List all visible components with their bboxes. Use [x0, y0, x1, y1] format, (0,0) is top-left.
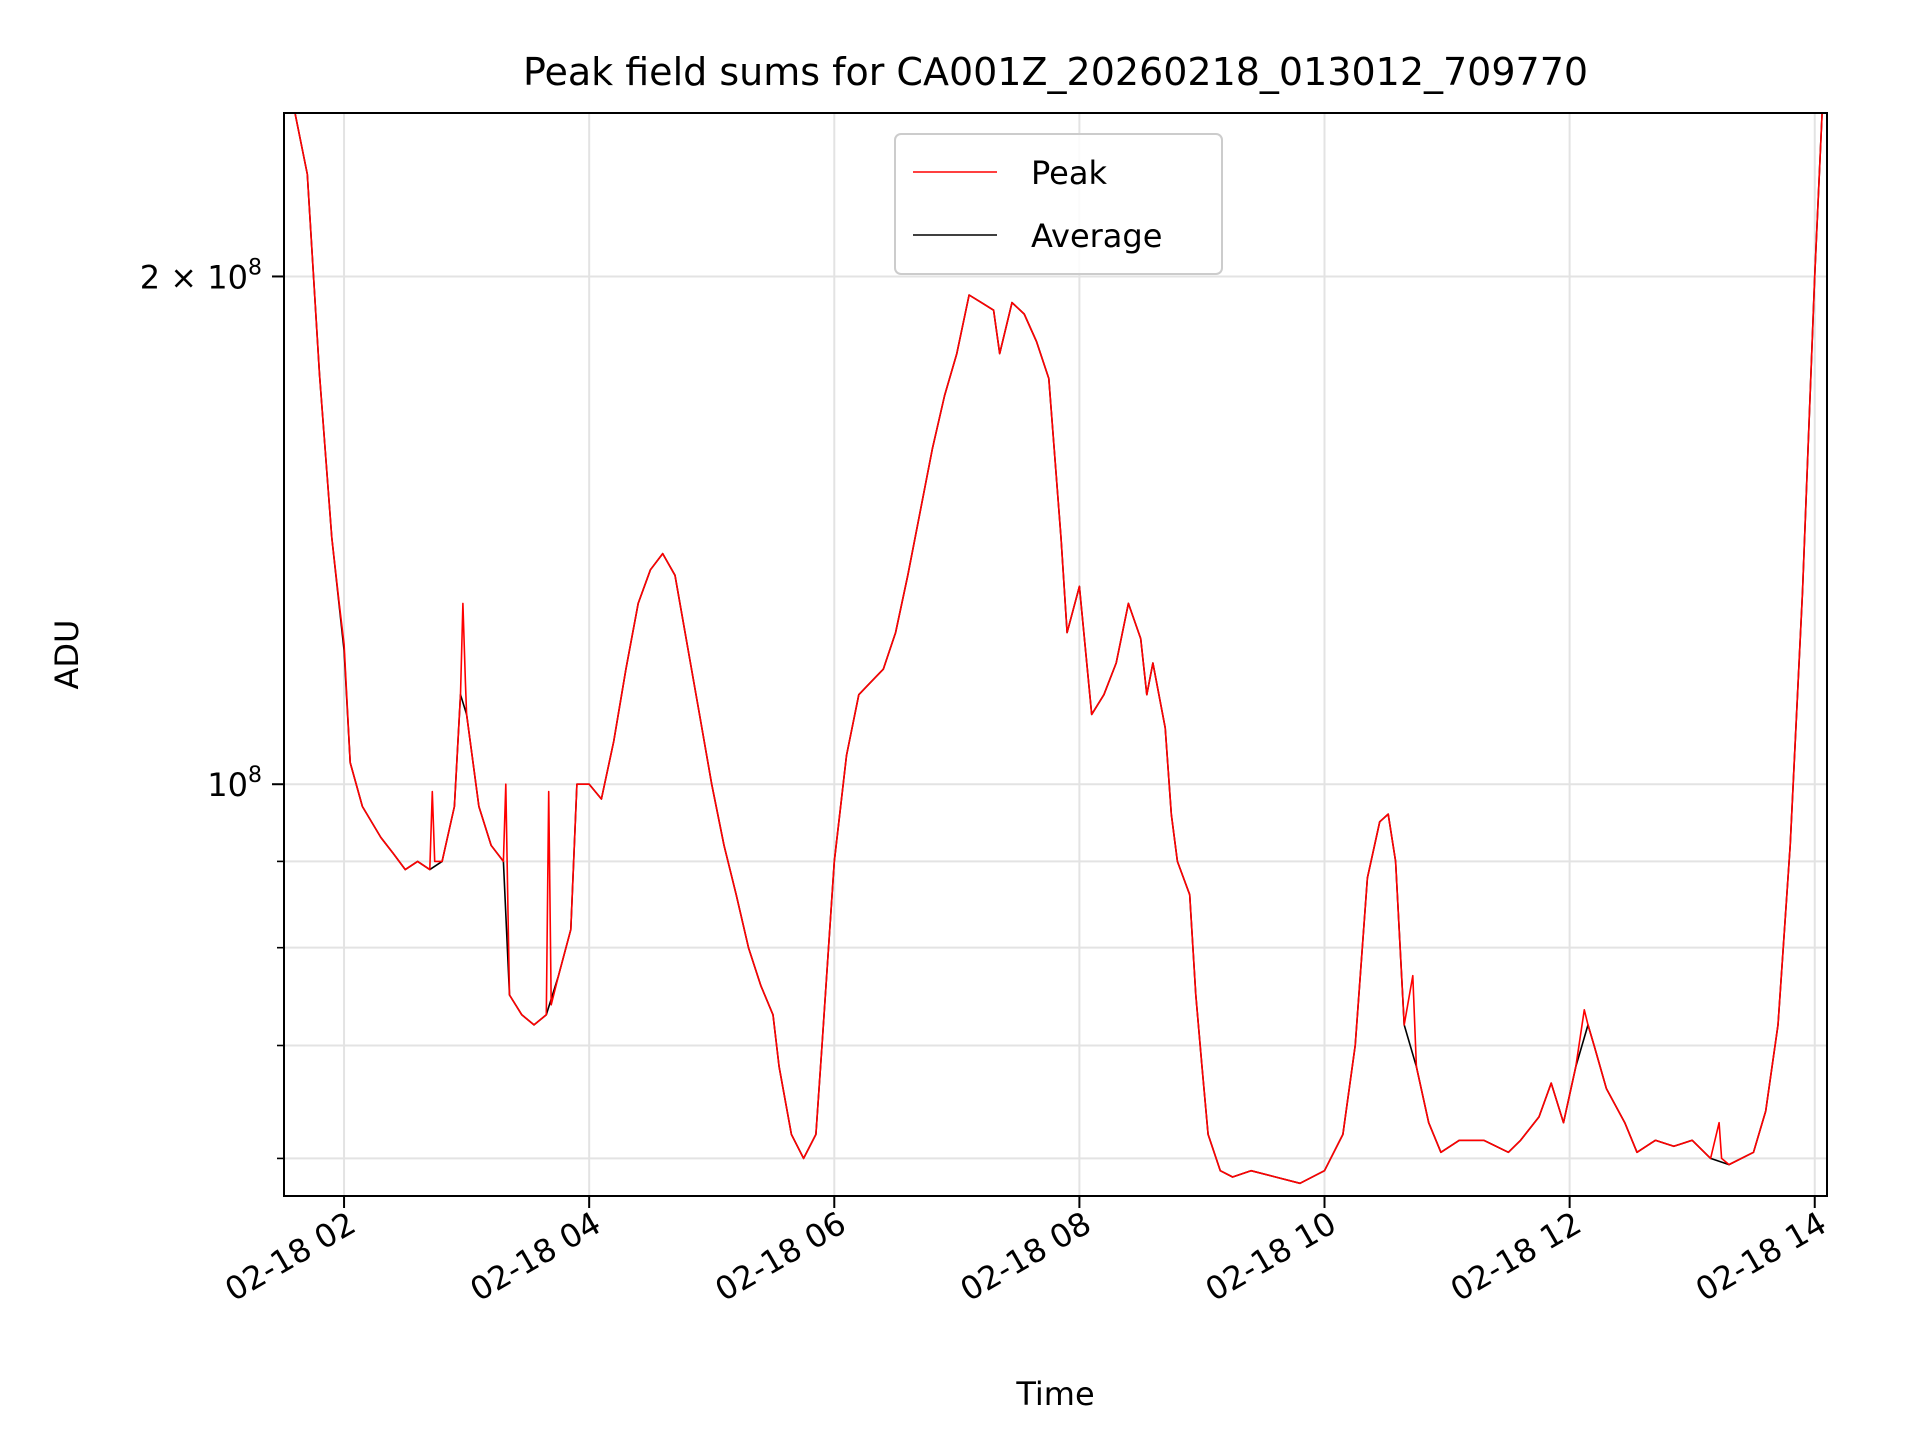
- y-tick-label: 2 × 108: [140, 255, 262, 296]
- chart-title: Peak field sums for CA001Z_20260218_0130…: [523, 50, 1588, 94]
- x-tick-label: 02-18 12: [1444, 1204, 1588, 1309]
- legend-label-peak: Peak: [1031, 154, 1107, 192]
- series-line-peak: [294, 113, 1823, 1185]
- legend-label-average: Average: [1031, 217, 1162, 255]
- x-tick-label: 02-18 04: [464, 1204, 608, 1309]
- x-axis-label: Time: [1015, 1375, 1094, 1413]
- series-group: [294, 113, 1823, 1185]
- x-tick-label: 02-18 10: [1199, 1204, 1343, 1309]
- y-tick-label: 108: [207, 763, 262, 804]
- x-tick-label: 02-18 02: [218, 1204, 362, 1309]
- legend-box: [894, 133, 1223, 275]
- x-tick-label: 02-18 08: [954, 1204, 1098, 1309]
- plot-area-frame: [283, 112, 1828, 1197]
- y-axis-label: ADU: [48, 620, 86, 690]
- legend: Peak Average: [894, 133, 1223, 275]
- x-tick-label: 02-18 14: [1689, 1204, 1833, 1309]
- grid: [284, 113, 1827, 1196]
- x-tick-label: 02-18 06: [709, 1204, 853, 1309]
- axis-ticks: 02-18 02 02-18 04 02-18 06 02-18 08 02-18 10…: [140, 255, 1833, 1308]
